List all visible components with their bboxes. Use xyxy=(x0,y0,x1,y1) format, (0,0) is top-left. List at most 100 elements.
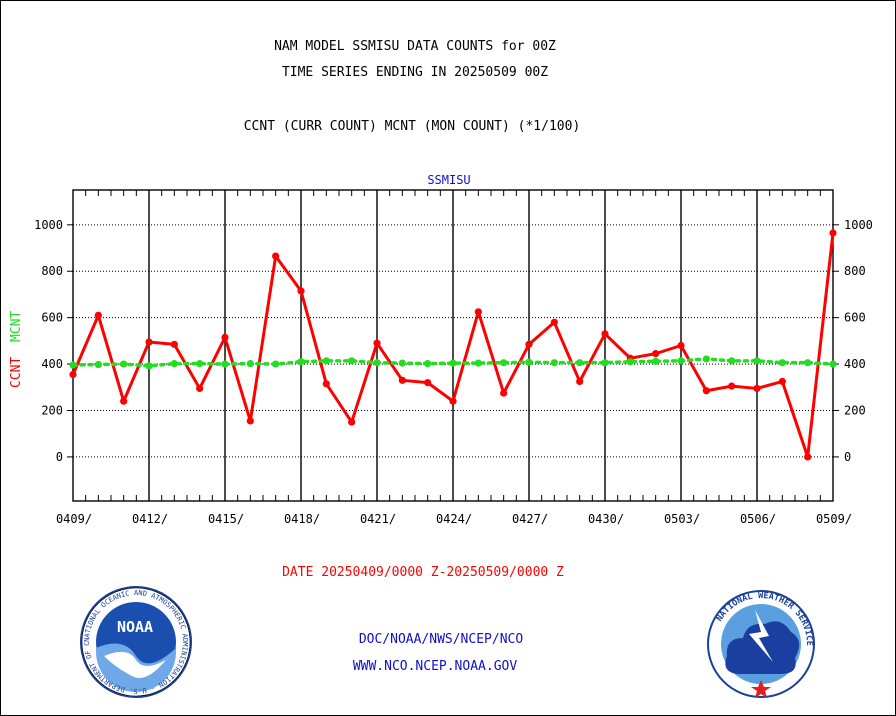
data-point-ccnt xyxy=(728,382,736,390)
date-range: DATE 20250409/0000 Z-20250509/0000 Z xyxy=(282,565,564,580)
x-tick-label: 0415/ xyxy=(208,512,244,526)
x-tick-label: 0430/ xyxy=(588,512,624,526)
data-point-mcnt xyxy=(576,359,584,367)
data-point-mcnt xyxy=(170,360,178,368)
x-tick-label: 0409/ xyxy=(56,512,92,526)
y-tick-label-left: 400 xyxy=(41,357,63,371)
data-point-ccnt xyxy=(145,338,153,346)
data-point-ccnt xyxy=(272,252,280,260)
data-point-ccnt xyxy=(170,340,178,348)
data-point-mcnt xyxy=(120,360,128,368)
y-tick-label-right: 1000 xyxy=(844,218,873,232)
y-tick-label-right: 0 xyxy=(844,450,851,464)
data-point-ccnt xyxy=(398,376,406,384)
x-tick-label: 0412/ xyxy=(132,512,168,526)
data-point-ccnt xyxy=(829,229,837,237)
data-point-mcnt xyxy=(474,359,482,367)
data-point-ccnt xyxy=(297,287,305,295)
y-axis-label-ccnt: CCNT xyxy=(9,357,24,388)
data-point-mcnt xyxy=(246,360,254,368)
data-point-mcnt xyxy=(69,361,77,369)
data-point-mcnt xyxy=(297,358,305,366)
y-tick-label-right: 400 xyxy=(844,357,866,371)
data-point-mcnt xyxy=(322,357,330,365)
data-point-ccnt xyxy=(322,380,330,388)
x-tick-label: 0418/ xyxy=(284,512,320,526)
data-point-ccnt xyxy=(652,350,660,358)
y-tick-label-left: 0 xyxy=(56,450,63,464)
data-point-ccnt xyxy=(424,379,432,387)
data-point-ccnt xyxy=(804,453,812,461)
data-point-ccnt xyxy=(601,330,609,338)
x-tick-label: 0509/ xyxy=(816,512,852,526)
data-point-ccnt xyxy=(677,341,685,350)
y-axis-label-mcnt: MCNT xyxy=(9,311,24,342)
data-point-mcnt xyxy=(601,359,609,367)
header-title: NAM MODEL SSMISU DATA COUNTS for 00Z xyxy=(274,39,556,54)
x-tick-label: 0506/ xyxy=(740,512,776,526)
data-point-ccnt xyxy=(474,308,482,316)
data-point-mcnt xyxy=(500,359,508,367)
data-point-ccnt xyxy=(500,389,508,397)
data-point-ccnt xyxy=(702,387,710,395)
x-tick-label: 0427/ xyxy=(512,512,548,526)
org-text: DOC/NOAA/NWS/NCEP/NCO xyxy=(358,632,524,647)
axes: 0 0 200 200 400 400 600 600 800 800 1000 1000 0409/0… xyxy=(34,189,873,526)
x-tick-label: 0503/ xyxy=(664,512,700,526)
data-point-mcnt xyxy=(728,357,736,365)
data-point-mcnt xyxy=(652,357,660,365)
data-point-mcnt xyxy=(145,362,153,370)
data-point-mcnt xyxy=(196,360,204,368)
data-point-ccnt xyxy=(449,397,457,405)
data-point-mcnt xyxy=(778,359,786,367)
data-point-mcnt xyxy=(525,358,533,366)
data-point-ccnt xyxy=(778,377,786,386)
data-point-mcnt xyxy=(829,360,837,368)
noaa-logo: NOAA NATIONAL OCEANIC AND ATMOSPHERIC AD… xyxy=(80,586,192,698)
plot-frame xyxy=(72,189,834,502)
data-point-ccnt xyxy=(576,377,584,386)
header-legend-text: CCNT (CURR COUNT) MCNT (MON COUNT) (*1/1… xyxy=(243,119,581,134)
data-point-ccnt xyxy=(246,417,254,425)
data-point-mcnt xyxy=(626,358,634,366)
data-point-mcnt xyxy=(702,355,710,363)
data-point-ccnt xyxy=(348,418,356,426)
y-tick-label-left: 200 xyxy=(41,403,63,417)
data-point-mcnt xyxy=(753,357,761,365)
data-point-mcnt xyxy=(424,360,432,368)
data-point-ccnt xyxy=(196,384,204,393)
data-point-mcnt xyxy=(398,359,406,367)
data-point-mcnt xyxy=(550,359,558,367)
data-point-mcnt xyxy=(94,360,102,369)
y-axis-label: CCNT MCNT xyxy=(9,311,24,388)
data-point-ccnt xyxy=(753,384,761,393)
x-tick-label: 0424/ xyxy=(436,512,472,526)
data-point-mcnt xyxy=(677,357,685,365)
series-layer xyxy=(69,229,837,461)
y-tick-label-right: 800 xyxy=(844,264,866,278)
panel-title: SSMISU xyxy=(427,173,470,187)
y-tick-label-left: 1000 xyxy=(34,218,63,232)
y-tick-label-right: 200 xyxy=(844,403,866,417)
data-point-mcnt xyxy=(804,359,812,367)
header-subtitle: TIME SERIES ENDING IN 20250509 00Z xyxy=(281,65,549,80)
y-tick-label-right: 600 xyxy=(844,311,866,325)
y-tick-label-left: 600 xyxy=(41,311,63,325)
data-point-ccnt xyxy=(120,397,128,405)
data-point-ccnt xyxy=(550,318,558,326)
data-point-ccnt xyxy=(94,311,102,319)
website-link[interactable]: WWW.NCO.NCEP.NOAA.GOV xyxy=(352,659,518,674)
data-point-mcnt xyxy=(449,359,457,367)
data-point-mcnt xyxy=(272,360,280,368)
data-point-mcnt xyxy=(348,357,356,365)
data-point-ccnt xyxy=(525,340,533,348)
y-tick-label-left: 800 xyxy=(41,264,63,278)
data-point-ccnt xyxy=(221,333,229,341)
noaa-logo-text: NOAA xyxy=(117,618,153,636)
grid xyxy=(73,190,833,501)
data-point-ccnt xyxy=(69,370,77,379)
data-point-mcnt xyxy=(373,359,381,367)
data-point-mcnt xyxy=(221,360,229,368)
